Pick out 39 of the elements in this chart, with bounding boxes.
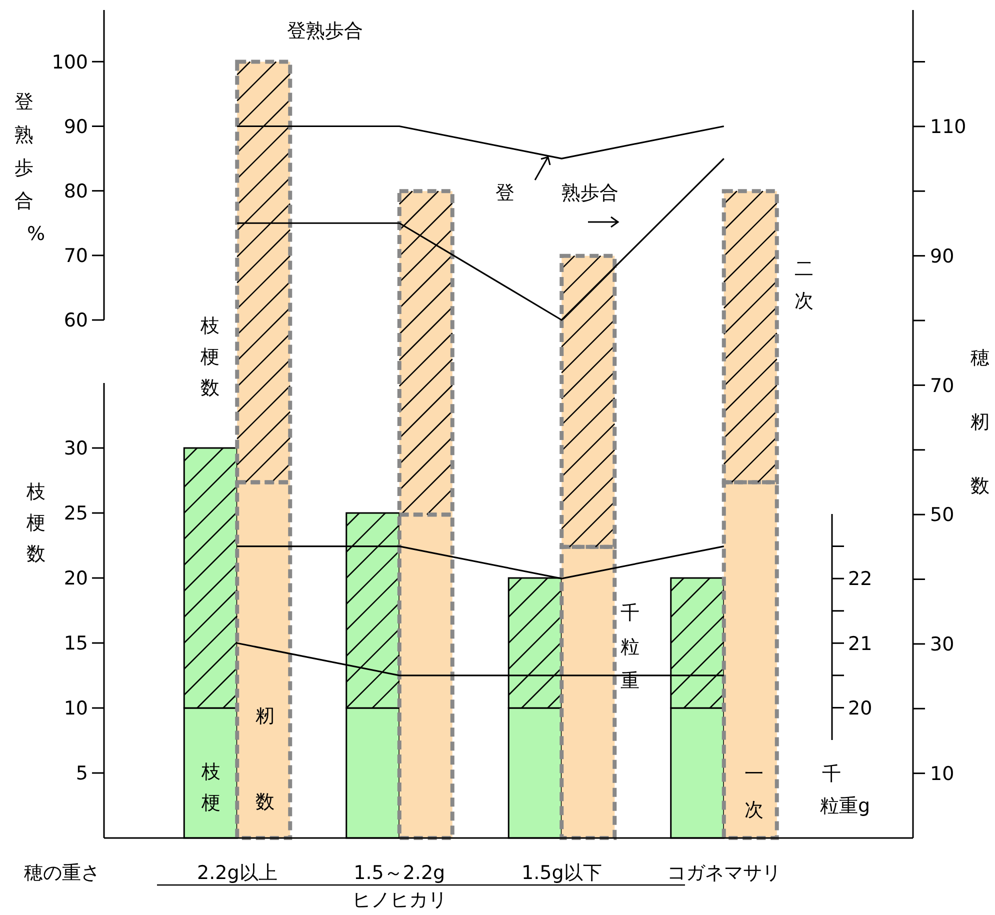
annotation: 数 bbox=[256, 791, 274, 813]
y-tick-label: 30 bbox=[64, 438, 88, 460]
y-axis-title: 枝梗数 bbox=[200, 315, 220, 399]
y-tick-label: 90 bbox=[64, 116, 88, 138]
x-tick-label: 1.5～2.2g bbox=[354, 862, 446, 884]
y-tick-label: 70 bbox=[64, 245, 88, 268]
annotation: 枝梗 bbox=[200, 761, 220, 814]
y-tick-label: 10 bbox=[64, 698, 88, 720]
y2-tick-label: 90 bbox=[930, 245, 954, 268]
y3-tick-label: 22 bbox=[848, 568, 872, 590]
y-tick-label: 100 bbox=[52, 51, 88, 74]
y3-tick-label: 20 bbox=[848, 697, 872, 720]
y2-tick-label: 50 bbox=[930, 504, 954, 526]
x-tick-label: 2.2g以上 bbox=[196, 862, 278, 884]
text: 枝梗数 bbox=[26, 481, 46, 565]
y-tick-label: 60 bbox=[64, 310, 88, 332]
y-tick-label: 25 bbox=[64, 502, 88, 525]
y3-tick-label: 21 bbox=[848, 632, 872, 655]
y-tick-label: 5 bbox=[76, 762, 88, 785]
annotation: 籾 bbox=[256, 705, 274, 727]
annotation: 登 bbox=[496, 182, 514, 204]
annotation: 一次 bbox=[744, 763, 764, 821]
annotation: 登熟歩合 bbox=[287, 20, 363, 42]
y3-axis-title: 千粒重g bbox=[820, 763, 870, 817]
x-tick-label: 1.5g以下 bbox=[521, 862, 602, 884]
y2-tick-label: 70 bbox=[930, 374, 954, 397]
x-axis-title: 穂の重さ bbox=[24, 862, 100, 884]
y2-tick-label: 110 bbox=[930, 116, 966, 138]
x-tick-label: コガネマサリ bbox=[666, 862, 781, 884]
annotation: 二次 bbox=[794, 258, 814, 312]
text: ヒノヒカリ bbox=[352, 889, 447, 911]
y-axis-title: 登熟歩合% bbox=[14, 91, 46, 245]
y-tick-label: 20 bbox=[64, 568, 88, 590]
y-tick-label: 80 bbox=[64, 180, 88, 202]
y2-tick-label: 10 bbox=[930, 762, 954, 785]
y-tick-label: 15 bbox=[64, 632, 88, 655]
text: 穂籾数 bbox=[970, 347, 990, 497]
y2-tick-label: 30 bbox=[930, 634, 954, 656]
annotation: 熟歩合 bbox=[562, 182, 618, 204]
